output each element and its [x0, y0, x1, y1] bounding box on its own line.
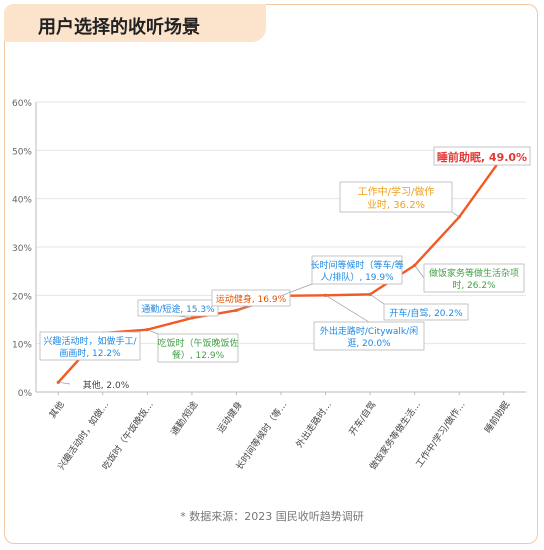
callout-box: [39, 331, 141, 361]
x-tick-label: 工作中/学习/做作…: [413, 399, 468, 470]
y-tick-label: 0%: [18, 389, 33, 399]
data-label: 时, 26.2%: [452, 279, 496, 291]
callout-box: [423, 263, 525, 293]
data-label: 运动健身, 16.9%: [216, 293, 287, 305]
y-tick-label: 40%: [12, 196, 32, 206]
data-label: 通勤/短途, 15.3%: [141, 303, 215, 315]
x-tick-label: 通勤/短途: [168, 399, 200, 438]
callout-leader: [58, 381, 71, 385]
data-label: 兴趣活动时，如做手工/: [43, 335, 137, 347]
data-label: 业时, 36.2%: [367, 199, 425, 211]
data-point: [145, 328, 149, 332]
data-label: 画画时, 12.2%: [59, 347, 121, 359]
data-label: 工作中/学习/做作: [358, 185, 435, 198]
callout-leader: [147, 329, 159, 335]
callout-leader: [280, 283, 313, 297]
callout-box: [383, 303, 469, 321]
x-tick-label: 睡前助眠: [482, 399, 512, 435]
data-label: 人/排队）, 19.9%: [320, 271, 394, 283]
callout-box: [157, 333, 239, 363]
data-label: 吃饭时（午饭晚饭佐: [157, 337, 238, 349]
page-title: 用户选择的收听场景: [38, 17, 200, 38]
data-label: 开车/自驾, 20.2%: [389, 307, 463, 319]
callout-leader: [325, 295, 370, 323]
y-tick-label: 60%: [12, 99, 32, 109]
data-label: 逛, 20.0%: [347, 337, 391, 349]
data-label: 餐）, 12.9%: [172, 349, 225, 361]
callout-box: [433, 146, 531, 166]
callout-box: [311, 255, 403, 285]
data-label: 做饭家务等做生活杂项: [429, 267, 519, 279]
y-tick-label: 20%: [12, 292, 32, 302]
callout-leader: [369, 294, 385, 305]
callout-box: [137, 299, 219, 317]
data-source-note: * 数据来源：2023 国民收听趋势调研: [180, 510, 364, 523]
x-tick-label: 外出走路时…: [293, 399, 334, 450]
x-tick-label: 开车/自驾: [346, 399, 378, 438]
data-label: 外出走路时/Citywalk/闲: [320, 325, 418, 337]
callout-leader: [236, 305, 252, 311]
callout-box: [313, 321, 425, 351]
y-tick-label: 10%: [12, 341, 32, 351]
data-label: 长时间等候时（等车/等: [310, 259, 403, 271]
x-tick-label: 其他: [47, 399, 67, 421]
data-point: [234, 308, 239, 312]
callout-leader: [414, 265, 425, 279]
callout-box: [211, 289, 291, 307]
callout-box: [339, 181, 453, 213]
title-tab: 用户选择的收听场景: [4, 4, 266, 42]
callout-leader: [451, 211, 460, 218]
data-label: 睡前助眠, 49.0%: [437, 150, 527, 164]
data-label: 其他, 2.0%: [83, 379, 130, 391]
y-tick-label: 30%: [12, 244, 32, 254]
x-tick-label: 运动健身: [214, 399, 244, 435]
y-tick-label: 50%: [12, 147, 32, 157]
